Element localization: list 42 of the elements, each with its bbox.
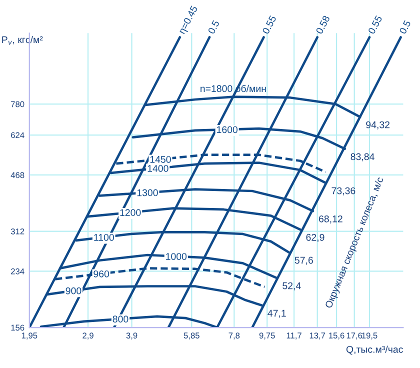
text: 0.5 bbox=[399, 20, 411, 34]
x-tick-label: 1,95 bbox=[22, 332, 38, 340]
series-label: 1100 bbox=[94, 234, 114, 241]
y-tick-label: 312 bbox=[10, 228, 24, 234]
y-tick-label: 780 bbox=[11, 101, 24, 108]
x-tick-label: 3,9 bbox=[126, 332, 138, 340]
x-tick-label: 17,6 bbox=[346, 332, 362, 340]
series-label: 1450 bbox=[150, 156, 171, 163]
x-tick-label: 19,5 bbox=[362, 332, 378, 340]
series-label: 800 bbox=[112, 316, 128, 323]
text: 0.55 bbox=[262, 15, 276, 34]
y-tick-label: 624 bbox=[11, 132, 24, 138]
series-label: 1000 bbox=[166, 253, 187, 260]
series-label: 1600 bbox=[217, 126, 238, 134]
text: 0.5 bbox=[208, 20, 220, 34]
x-tick-label: 13,7 bbox=[310, 332, 326, 340]
x-axis-title: Q,тыс.м³/час bbox=[346, 346, 403, 355]
series-label: 960 bbox=[94, 270, 110, 278]
x-tick-label: 11,7 bbox=[286, 332, 302, 340]
text: 0.58 bbox=[316, 15, 330, 34]
x-tick-label: 9,75 bbox=[259, 332, 275, 340]
text: 0.55 bbox=[368, 15, 382, 34]
annotation: 52,4 bbox=[282, 282, 301, 290]
y-tick-label: 234 bbox=[11, 268, 24, 274]
series-label: 900 bbox=[66, 287, 82, 294]
y-axis-title: P$_{v}$, кгс/м² bbox=[2, 36, 43, 45]
series-label: 1200 bbox=[120, 209, 141, 216]
y-tick-label: 468 bbox=[10, 172, 24, 178]
series-label: 1300 bbox=[137, 189, 158, 196]
x-tick-label: 7,8 bbox=[228, 332, 240, 340]
annotation: 47,1 bbox=[268, 310, 286, 318]
series-label: 1400 bbox=[148, 164, 168, 172]
annotation: 83,84 bbox=[350, 153, 374, 162]
x-tick-label: 5,85 bbox=[184, 332, 200, 340]
y-tick-label: 156 bbox=[11, 324, 24, 331]
x-tick-label: 15,6 bbox=[329, 332, 344, 340]
annotation: 94,32 bbox=[366, 121, 390, 130]
annotation: 73,36 bbox=[332, 187, 356, 196]
annotation: 62,9 bbox=[306, 234, 324, 242]
annotation: 57,6 bbox=[294, 256, 313, 265]
x-tick-label: 2,9 bbox=[82, 332, 94, 340]
annotation: 68,12 bbox=[319, 215, 342, 224]
